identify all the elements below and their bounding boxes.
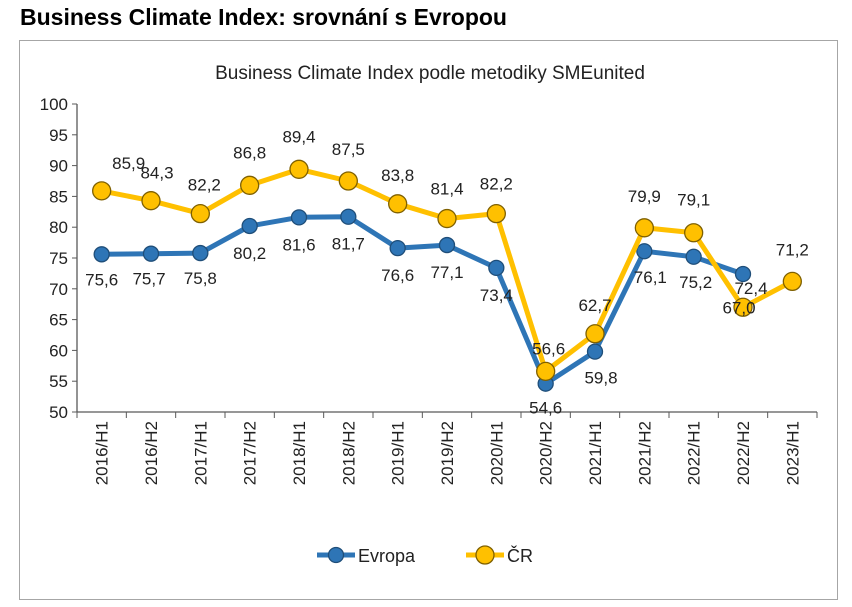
data-point-cr — [634, 218, 654, 238]
data-point-cr — [536, 361, 556, 381]
data-point-evropa — [290, 209, 308, 226]
data-label-cr: 82,2 — [188, 176, 221, 195]
data-point-evropa — [685, 248, 702, 265]
data-label-evropa: 75,2 — [679, 273, 712, 292]
data-point-cr — [585, 324, 605, 344]
data-label-cr: 56,6 — [532, 339, 565, 358]
chart-title: Business Climate Index podle metodiky SM… — [215, 63, 645, 84]
x-tick-label: 2018/H2 — [339, 421, 358, 485]
data-label-cr: 81,4 — [430, 180, 463, 199]
chart-frame: Business Climate Index podle metodiky SM… — [19, 40, 838, 600]
data-point-cr — [240, 175, 260, 195]
x-tick-label: 2016/H1 — [93, 421, 112, 485]
x-tick-label: 2016/H2 — [142, 421, 161, 485]
data-point-cr — [190, 203, 210, 224]
y-tick-label: 95 — [49, 126, 68, 145]
data-point-evropa — [340, 208, 357, 225]
data-point-evropa — [734, 265, 752, 283]
series-line-evropa — [101, 214, 744, 387]
y-tick-label: 80 — [49, 218, 68, 237]
data-point-cr — [289, 159, 309, 179]
data-label-cr: 67,0 — [722, 298, 755, 317]
x-tick-label: 2017/H1 — [191, 421, 210, 485]
x-tick-label: 2021/H1 — [586, 421, 605, 485]
series-layer — [92, 159, 802, 392]
data-label-cr: 86,8 — [233, 143, 266, 162]
data-label-evropa: 76,6 — [381, 266, 414, 285]
x-axis-ticks: 2016/H1 2016/H2 2017/H1 2017/H2 2018/H1 2018/… — [76, 412, 818, 485]
data-point-cr — [733, 297, 753, 317]
y-tick-label: 70 — [49, 280, 68, 299]
data-label-cr: 89,4 — [282, 127, 315, 146]
data-label-cr: 84,3 — [140, 164, 173, 183]
data-point-evropa — [636, 243, 653, 260]
data-label-evropa: 77,1 — [430, 263, 463, 282]
data-point-evropa — [389, 239, 406, 257]
data-point-evropa — [586, 343, 604, 360]
x-tick-label: 2022/H2 — [734, 421, 753, 485]
data-label-evropa: 75,7 — [132, 270, 165, 289]
data-point-cr — [92, 181, 112, 201]
legend-label-evropa: Evropa — [358, 546, 416, 566]
data-point-evropa — [142, 245, 160, 262]
data-point-cr — [141, 191, 161, 211]
y-tick-label: 85 — [49, 187, 68, 206]
data-label-evropa: 80,2 — [233, 244, 266, 263]
legend-marker-evropa — [327, 546, 345, 564]
y-axis-ticks: 50 55 60 65 70 75 80 85 90 95 100 — [40, 95, 77, 422]
x-tick-label: 2020/H2 — [537, 421, 556, 485]
data-label-evropa: 81,7 — [332, 235, 365, 254]
data-label-evropa: 59,8 — [584, 369, 617, 388]
data-point-evropa — [438, 236, 456, 254]
legend: Evropa ČR — [317, 545, 533, 566]
data-point-evropa — [192, 244, 209, 262]
data-point-cr — [782, 271, 802, 292]
legend-label-cr: ČR — [507, 545, 533, 566]
data-point-cr — [684, 223, 704, 243]
y-tick-label: 55 — [49, 372, 68, 391]
data-label-cr: 83,8 — [381, 166, 414, 185]
x-tick-label: 2019/H1 — [389, 421, 408, 485]
data-point-evropa — [241, 217, 258, 235]
x-tick-label: 2019/H2 — [438, 421, 457, 485]
data-label-evropa: 54,6 — [529, 399, 562, 418]
y-tick-label: 75 — [49, 249, 68, 268]
data-label-evropa: 81,6 — [282, 235, 315, 254]
data-label-cr: 87,5 — [332, 140, 365, 159]
data-label-cr: 71,2 — [776, 240, 809, 259]
x-tick-label: 2017/H2 — [241, 421, 260, 485]
x-tick-label: 2021/H2 — [635, 421, 654, 485]
y-tick-label: 50 — [49, 403, 68, 422]
x-tick-label: 2023/H1 — [783, 421, 802, 485]
data-label-evropa: 76,1 — [634, 268, 667, 287]
x-tick-label: 2018/H1 — [290, 421, 309, 485]
data-labels: 75,6 75,7 75,8 80,2 81,6 81,7 76,6 77,1 73,4 54,6… — [85, 127, 809, 417]
data-point-cr — [388, 194, 408, 214]
data-point-cr — [338, 171, 358, 191]
data-point-cr — [437, 208, 457, 229]
data-label-evropa: 75,8 — [184, 269, 217, 288]
x-tick-label: 2022/H1 — [685, 421, 704, 485]
line-chart: Business Climate Index podle metodiky SM… — [40, 63, 818, 566]
data-label-cr: 79,1 — [677, 191, 710, 210]
data-point-evropa — [93, 246, 110, 263]
data-label-cr: 79,9 — [628, 187, 661, 206]
data-label-cr: 82,2 — [480, 175, 513, 194]
data-label-cr: 62,7 — [578, 296, 611, 315]
x-tick-label: 2020/H1 — [487, 421, 506, 485]
data-point-evropa — [488, 259, 505, 277]
y-tick-label: 100 — [40, 95, 68, 114]
y-tick-label: 90 — [49, 157, 68, 176]
legend-marker-cr — [475, 545, 495, 565]
data-label-evropa: 75,6 — [85, 270, 118, 289]
data-label-evropa: 72,4 — [734, 279, 767, 298]
data-label-evropa: 73,4 — [480, 286, 513, 305]
data-label-cr: 85,9 — [112, 154, 145, 173]
axes — [76, 104, 817, 413]
y-tick-label: 65 — [49, 311, 68, 330]
page-title: Business Climate Index: srovnání s Evrop… — [20, 4, 507, 30]
data-point-cr — [486, 203, 506, 224]
y-tick-label: 60 — [49, 341, 68, 360]
